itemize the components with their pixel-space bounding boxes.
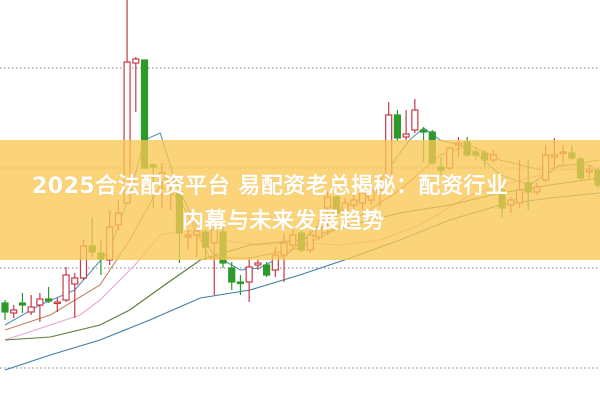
candle-down xyxy=(263,264,271,276)
title-line-1: 2025合法配资平台 易配资老总揭秘：配资行业 xyxy=(32,174,509,199)
candle-up xyxy=(27,306,35,313)
candle-down xyxy=(1,302,9,313)
candle-down xyxy=(236,281,245,285)
candle-up xyxy=(245,266,253,283)
candle-up xyxy=(36,298,44,306)
candle-down xyxy=(419,129,428,133)
candle-up xyxy=(254,262,262,266)
candle-down xyxy=(18,302,27,306)
candle-up xyxy=(53,301,61,305)
candle-down xyxy=(44,298,53,302)
title-banner: 2025合法配资平台 易配资老总揭秘：配资行业 内幕与未来发展趋势 xyxy=(0,140,600,260)
candle-up xyxy=(402,133,410,138)
candle-up xyxy=(411,109,419,131)
candle-up xyxy=(62,274,70,301)
candle-up xyxy=(71,277,79,285)
candle-up xyxy=(10,309,18,314)
candle-down xyxy=(393,114,401,139)
candle-up xyxy=(132,58,140,64)
candle-down xyxy=(228,267,236,283)
title-line-2: 内幕与未来发展趋势 xyxy=(182,209,385,234)
